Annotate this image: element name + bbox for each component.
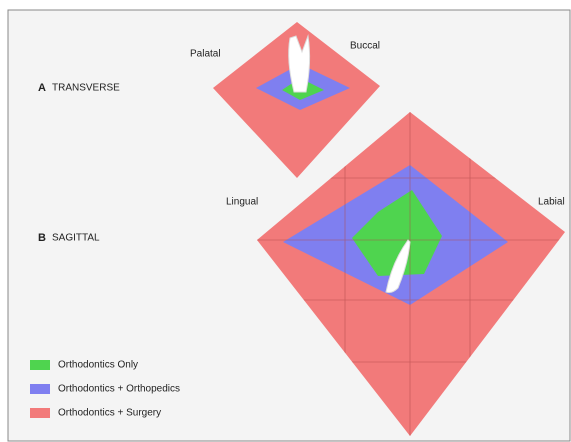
label-lingual: Lingual <box>226 197 258 208</box>
diagram: Palatal Buccal A TRANSVERSE Lingual Labi… <box>0 0 571 442</box>
page: {"panel_a": {"letter": "A", "title": "TR… <box>0 0 571 442</box>
label-palatal: Palatal <box>190 49 221 60</box>
legend-label: Orthodontics + Surgery <box>58 408 161 419</box>
legend-label: Orthodontics + Orthopedics <box>58 384 180 395</box>
legend-swatch <box>30 360 50 370</box>
tooth-a <box>289 36 310 92</box>
section-title-a: TRANSVERSE <box>52 83 120 94</box>
legend-swatch <box>30 384 50 394</box>
label-buccal: Buccal <box>350 41 380 52</box>
section-letter-b: B <box>38 232 46 244</box>
legend-label: Orthodontics Only <box>58 360 138 371</box>
section-letter-a: A <box>38 82 46 94</box>
section-title-b: SAGITTAL <box>52 233 100 244</box>
label-labial: Labial <box>538 197 565 208</box>
legend-swatch <box>30 408 50 418</box>
